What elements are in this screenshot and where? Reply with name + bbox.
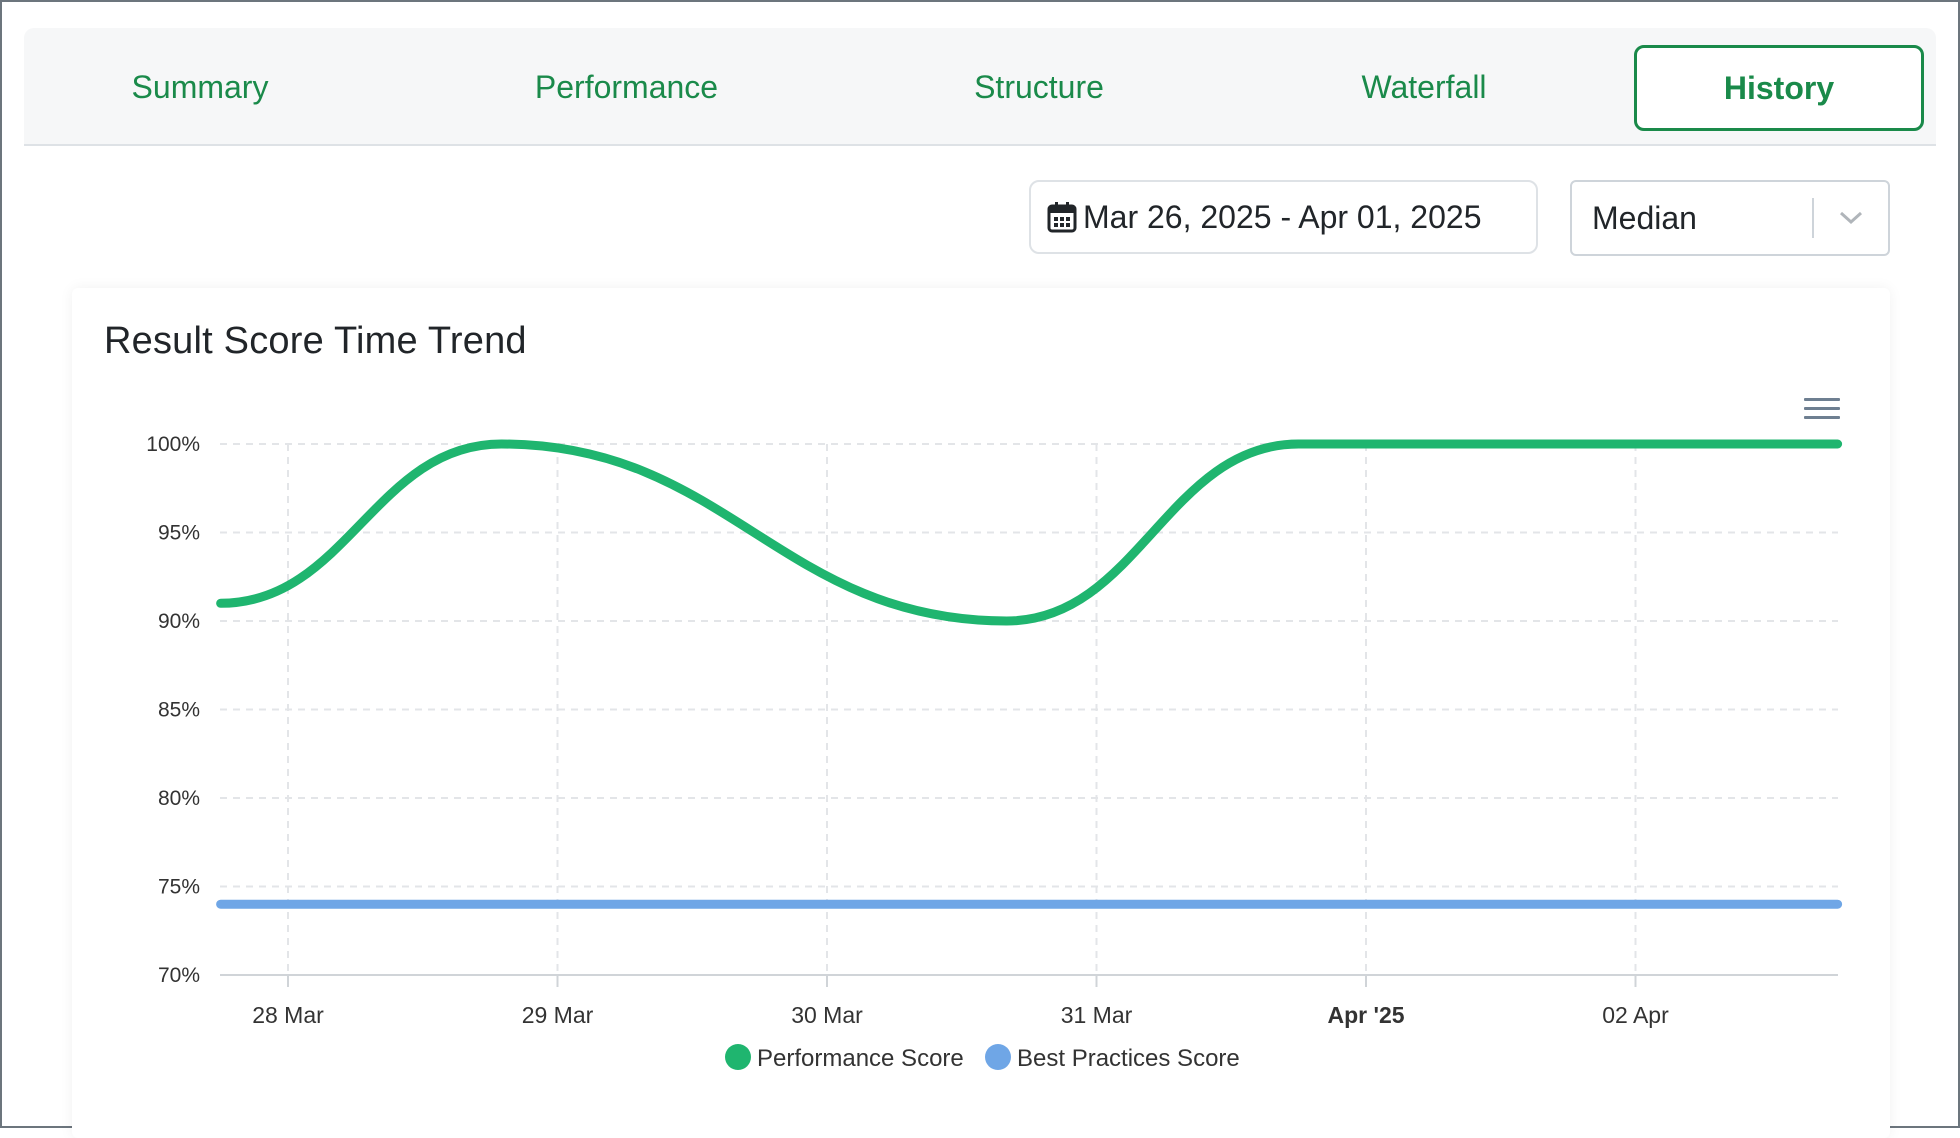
y-tick-label: 90% bbox=[158, 610, 200, 633]
x-tick-label: 29 Mar bbox=[522, 1002, 594, 1028]
tab-performance[interactable]: Performance bbox=[534, 68, 719, 105]
date-range-picker[interactable]: Mar 26, 2025 - Apr 01, 2025 bbox=[1029, 180, 1538, 254]
calendar-icon bbox=[1047, 202, 1077, 233]
x-tick-label: 02 Apr bbox=[1602, 1002, 1669, 1028]
series-line-performance-score bbox=[216, 439, 1843, 626]
y-tick-label: 70% bbox=[158, 964, 200, 987]
tab-summary[interactable]: Summary bbox=[131, 68, 269, 105]
y-tick-label: 85% bbox=[158, 699, 200, 722]
select-separator bbox=[1812, 198, 1814, 238]
x-tick-label: Apr '25 bbox=[1327, 1002, 1404, 1028]
legend-label: Performance Score bbox=[757, 1045, 964, 1072]
y-tick-label: 75% bbox=[158, 876, 200, 899]
aggregation-value: Median bbox=[1592, 199, 1697, 236]
y-tick-label: 80% bbox=[158, 787, 200, 810]
x-tick-label: 31 Mar bbox=[1061, 1002, 1133, 1028]
tab-structure[interactable]: Structure bbox=[974, 68, 1104, 105]
tab-waterfall[interactable]: Waterfall bbox=[1361, 68, 1487, 105]
y-tick-label: 100% bbox=[146, 433, 200, 456]
y-tick-label: 95% bbox=[158, 522, 200, 545]
x-tick-label: 30 Mar bbox=[791, 1002, 863, 1028]
legend-marker bbox=[725, 1044, 751, 1070]
chevron-down-icon[interactable] bbox=[1814, 210, 1888, 226]
chart-title: Result Score Time Trend bbox=[104, 320, 527, 362]
chart-card bbox=[72, 288, 1890, 1138]
tab-history[interactable]: History bbox=[1634, 45, 1924, 131]
tab-bar: Summary Performance Structure Waterfall … bbox=[24, 28, 1936, 146]
aggregation-select[interactable]: Median bbox=[1570, 180, 1890, 256]
x-tick-label: 28 Mar bbox=[252, 1002, 324, 1028]
hamburger-menu-icon[interactable] bbox=[1804, 398, 1840, 424]
legend-marker bbox=[985, 1044, 1011, 1070]
date-range-value: Mar 26, 2025 - Apr 01, 2025 bbox=[1083, 198, 1482, 235]
legend-label: Best Practices Score bbox=[1017, 1045, 1240, 1072]
